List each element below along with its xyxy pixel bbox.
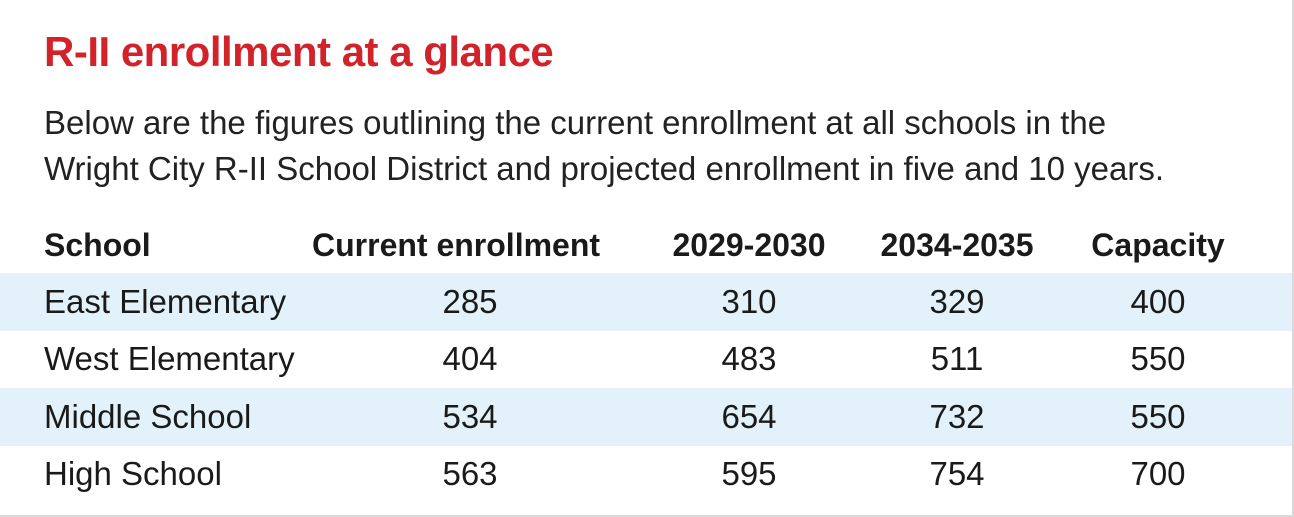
cell-capacity: 550 bbox=[1130, 340, 1186, 378]
cell-2034-2035: 754 bbox=[929, 455, 985, 493]
cell-current-enrollment: 563 bbox=[442, 455, 498, 493]
header-capacity: Capacity bbox=[1091, 227, 1225, 263]
cell-2034-2035: 511 bbox=[930, 340, 984, 378]
subtitle: Below are the figures outlining the curr… bbox=[44, 100, 1274, 192]
table-row: West Elementary 404 483 511 550 bbox=[0, 331, 1292, 389]
cell-school: High School bbox=[44, 455, 222, 493]
cell-2029-2030: 595 bbox=[721, 455, 777, 493]
cell-2034-2035: 732 bbox=[929, 397, 985, 435]
table-row: Middle School 534 654 732 550 bbox=[0, 388, 1292, 446]
cell-school: West Elementary bbox=[44, 340, 295, 378]
cell-2034-2035: 329 bbox=[929, 282, 985, 320]
header-current-enrollment: Current enrollment bbox=[312, 227, 601, 263]
cell-school: East Elementary bbox=[44, 282, 287, 320]
cell-2029-2030: 654 bbox=[721, 397, 777, 435]
header-2029-2030: 2029-2030 bbox=[672, 227, 826, 263]
enrollment-table: School Current enrollment 2029-2030 2034… bbox=[0, 218, 1292, 503]
cell-current-enrollment: 404 bbox=[442, 340, 498, 378]
cell-2029-2030: 310 bbox=[721, 282, 777, 320]
table-header-row: School Current enrollment 2029-2030 2034… bbox=[0, 218, 1292, 273]
table-row: East Elementary 285 310 329 400 bbox=[0, 273, 1292, 331]
header-2034-2035: 2034-2035 bbox=[880, 227, 1034, 263]
cell-current-enrollment: 285 bbox=[442, 282, 498, 320]
cell-capacity: 550 bbox=[1130, 397, 1186, 435]
page-title: R-II enrollment at a glance bbox=[44, 28, 554, 75]
subtitle-line-2: Wright City R-II School District and pro… bbox=[44, 150, 1165, 187]
cell-current-enrollment: 534 bbox=[442, 397, 498, 435]
header-school: School bbox=[44, 227, 151, 263]
cell-capacity: 700 bbox=[1130, 455, 1186, 493]
table-row: High School 563 595 754 700 bbox=[0, 446, 1292, 504]
cell-capacity: 400 bbox=[1130, 282, 1186, 320]
cell-2029-2030: 483 bbox=[721, 340, 777, 378]
subtitle-line-1: Below are the figures outlining the curr… bbox=[44, 104, 1107, 141]
cell-school: Middle School bbox=[44, 397, 252, 435]
